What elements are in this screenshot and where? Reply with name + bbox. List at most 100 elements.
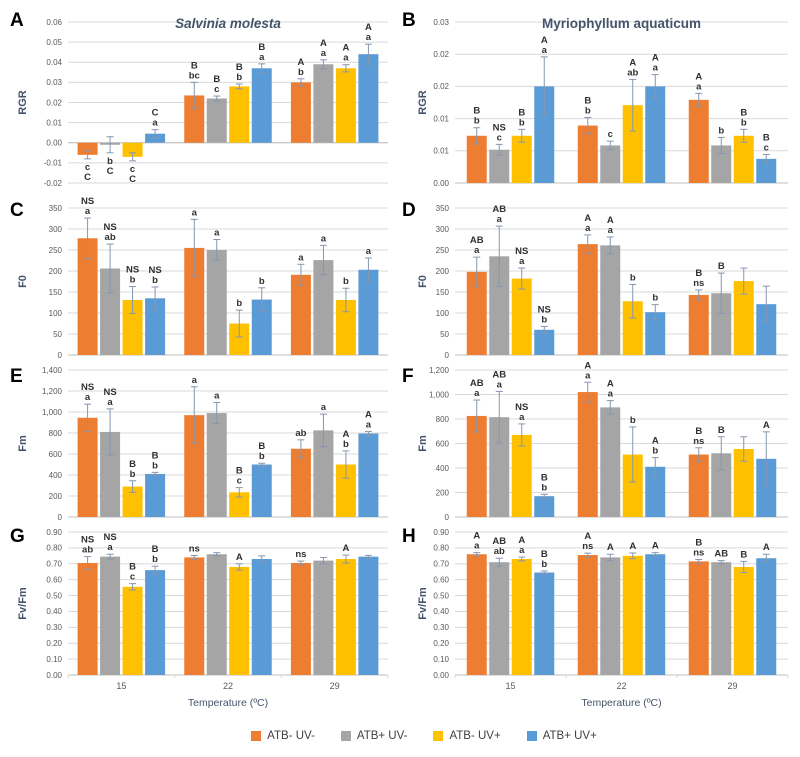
sig-label: c <box>130 164 135 175</box>
y-tick-label: 0.20 <box>433 639 449 648</box>
sig-label: B <box>740 549 747 560</box>
sig-label: B <box>213 74 220 85</box>
panel-F-chart: 1,2001,0008006004002000FFmABaABaNSaBbAaA… <box>402 360 788 520</box>
bar-ATB-UV+-22 <box>229 323 250 355</box>
bar-ATB-UV+-29 <box>733 566 754 675</box>
sig-label: b <box>236 298 242 309</box>
bar-ATB-UV--29 <box>290 274 311 355</box>
sig-label: a <box>214 391 220 402</box>
y-axis-title: Fv/Fm <box>417 587 429 620</box>
sig-label: B <box>473 106 480 117</box>
bar-ATB-UV--29 <box>688 99 709 183</box>
sig-label: C <box>84 172 91 183</box>
sig-label: a <box>608 225 614 236</box>
sig-label: A <box>629 57 636 68</box>
sig-label: b <box>718 125 724 136</box>
sig-label: b <box>519 117 525 128</box>
sig-label: B <box>695 268 702 279</box>
bar-ATB-UV--15 <box>77 142 98 155</box>
sig-label: AB <box>492 369 506 380</box>
sig-label: b <box>152 554 158 565</box>
sig-label: NS <box>81 382 94 393</box>
bar-ATB+UV--15 <box>489 417 510 517</box>
panel-G-chart: 0.90 0.80 0.70 0.60 0.50 0.40 0.30 0.20 0.10 0.00… <box>10 526 389 709</box>
bar-ATB+UV+-22 <box>251 559 272 675</box>
sig-label: a <box>321 402 327 413</box>
sig-label: a <box>192 207 198 218</box>
sig-label: B <box>541 472 548 483</box>
sig-label: A <box>365 409 372 420</box>
bar-ATB-UV+-15 <box>511 559 532 675</box>
sig-label: b <box>236 72 242 83</box>
bar-ATB-UV--29 <box>290 448 311 517</box>
legend-item-3: ATB+ UV+ <box>526 730 597 742</box>
bar-ATB+UV+-29 <box>358 54 379 143</box>
y-tick-label: 0.06 <box>46 18 62 27</box>
panel-title: Salvinia molesta <box>175 16 281 31</box>
sig-label: c <box>497 132 502 143</box>
y-tick-label: 150 <box>436 288 450 297</box>
sig-label: A <box>518 535 525 546</box>
y-tick-label: 200 <box>436 488 450 497</box>
y-axis-title: F0 <box>417 275 429 288</box>
y-tick-label: 0.02 <box>433 50 449 59</box>
bar-ATB+UV+-22 <box>645 86 666 183</box>
bar-ATB-UV--15 <box>77 562 98 675</box>
sig-label: a <box>298 252 304 263</box>
y-tick-label: 400 <box>436 464 450 473</box>
y-tick-label: 50 <box>440 330 449 339</box>
y-tick-label: 0 <box>445 513 450 520</box>
bar-ATB+UV+-29 <box>756 158 777 183</box>
y-tick-label: 0.30 <box>433 623 449 632</box>
sig-label: ab <box>627 67 638 78</box>
legend-swatch-icon <box>340 731 351 741</box>
sig-label: B <box>258 42 265 53</box>
bar-ATB+UV+-29 <box>756 458 777 517</box>
sig-label: A <box>584 360 591 371</box>
bar-ATB-UV--15 <box>466 554 487 675</box>
bar-ATB+UV+-29 <box>358 433 379 517</box>
bar-ATB+UV+-15 <box>534 329 555 355</box>
legend-label: ATB+ UV+ <box>542 730 597 742</box>
sig-label: a <box>497 214 503 225</box>
sig-label: B <box>258 441 265 452</box>
panel-letter: A <box>10 10 24 31</box>
sig-label: B <box>584 96 591 107</box>
bar-ATB+UV+-29 <box>358 556 379 675</box>
y-tick-label: 0.00 <box>433 671 449 680</box>
legend-swatch-icon <box>526 731 537 741</box>
sig-label: a <box>107 397 113 408</box>
bar-ATB+UV--22 <box>600 245 621 355</box>
sig-label: B <box>718 261 725 272</box>
sig-label: NS <box>103 387 116 398</box>
sig-label: a <box>152 118 158 129</box>
x-axis-title: Temperature (ºC) <box>581 697 661 709</box>
y-tick-label: 0.00 <box>433 179 449 188</box>
x-tick-label: 29 <box>330 681 340 691</box>
panel-letter: H <box>402 526 416 547</box>
bar-ATB+UV--15 <box>100 268 121 355</box>
sig-label: AB <box>470 378 484 389</box>
sig-label: b <box>585 106 591 117</box>
sig-label: c <box>130 572 135 583</box>
panel-title: Myriophyllum aquaticum <box>542 16 701 31</box>
sig-label: a <box>85 392 91 403</box>
bar-ATB+UV+-29 <box>756 558 777 675</box>
sig-label: ns <box>693 278 704 289</box>
legend-swatch-icon <box>433 731 444 741</box>
sig-label: a <box>366 32 372 43</box>
sig-label: NS <box>538 304 551 315</box>
sig-label: B <box>695 426 702 437</box>
y-tick-label: 200 <box>49 267 63 276</box>
sig-label: A <box>365 22 372 33</box>
y-tick-label: 150 <box>49 288 63 297</box>
sig-label: AB <box>492 536 506 547</box>
y-tick-label: 0.10 <box>46 655 62 664</box>
y-axis-title: Fm <box>417 435 429 452</box>
x-tick-label: 15 <box>505 681 515 691</box>
bar-ATB+UV+-15 <box>145 298 166 355</box>
sig-label: b <box>652 293 658 304</box>
sig-label: b <box>630 272 636 283</box>
sig-label: c <box>214 84 219 95</box>
